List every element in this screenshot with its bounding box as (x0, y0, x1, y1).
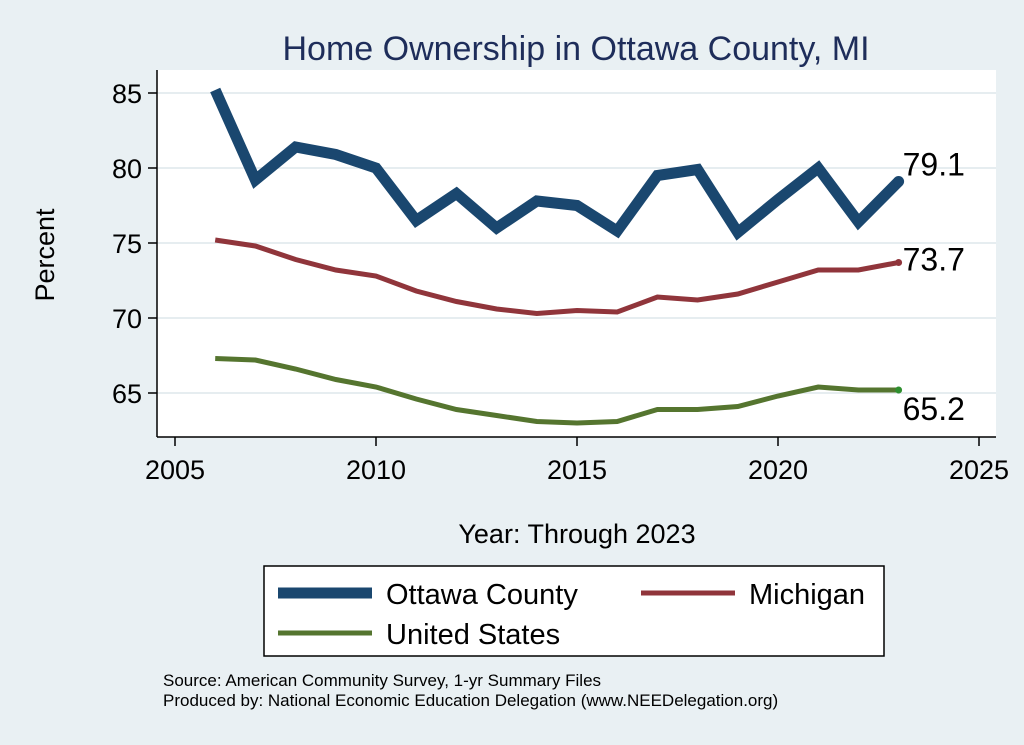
series-lines (210, 87, 905, 426)
end-labels: 79.1 73.7 65.2 (903, 147, 965, 428)
end-label-michigan: 73.7 (903, 242, 965, 278)
legend-box (263, 565, 885, 657)
x-tick-label-2015: 2015 (547, 455, 607, 485)
y-tick-label-65: 65 (112, 379, 142, 409)
legend: Ottawa County Michigan United States (263, 565, 885, 657)
series-line-united-states (215, 356, 899, 426)
y-axis-label: Percent (30, 208, 60, 302)
legend-label-united-states: United States (386, 619, 560, 651)
series-line-michigan (214, 237, 900, 317)
x-tick-label-2010: 2010 (346, 455, 406, 485)
source-text: Source: American Community Survey, 1-yr … (163, 671, 602, 690)
x-tick-label-2020: 2020 (748, 455, 808, 485)
end-label-united-states: 65.2 (903, 391, 965, 427)
x-tick-label-2025: 2025 (949, 455, 1009, 485)
x-axis-label: Year: Through 2023 (458, 519, 695, 549)
x-tick-label-2005: 2005 (145, 455, 205, 485)
y-tick-label-75: 75 (112, 229, 142, 259)
produced-by-text: Produced by: National Economic Education… (163, 691, 779, 710)
line-chart: Home Ownership in Ottawa County, MI 65 70… (30, 30, 1009, 657)
series-endpoint-united-states (895, 386, 903, 394)
legend-label-ottawa-county: Ottawa County (386, 579, 578, 611)
legend-label-michigan: Michigan (749, 579, 865, 611)
series-endpoint-michigan (895, 259, 903, 266)
grid-lines (157, 92, 996, 394)
axes: 65 70 75 80 85 2005 2010 2015 2020 2025 (112, 70, 1009, 485)
series-line-ottawa-county (210, 87, 903, 241)
end-label-ottawa-county: 79.1 (903, 147, 965, 183)
chart-title: Home Ownership in Ottawa County, MI (282, 30, 869, 68)
source-notes: Source: American Community Survey, 1-yr … (163, 671, 778, 711)
y-tick-label-80: 80 (112, 154, 142, 184)
plot-area (157, 70, 996, 437)
series-endpoint-ottawa-county (893, 176, 905, 187)
y-tick-label-85: 85 (112, 79, 142, 109)
y-tick-label-70: 70 (112, 304, 142, 334)
